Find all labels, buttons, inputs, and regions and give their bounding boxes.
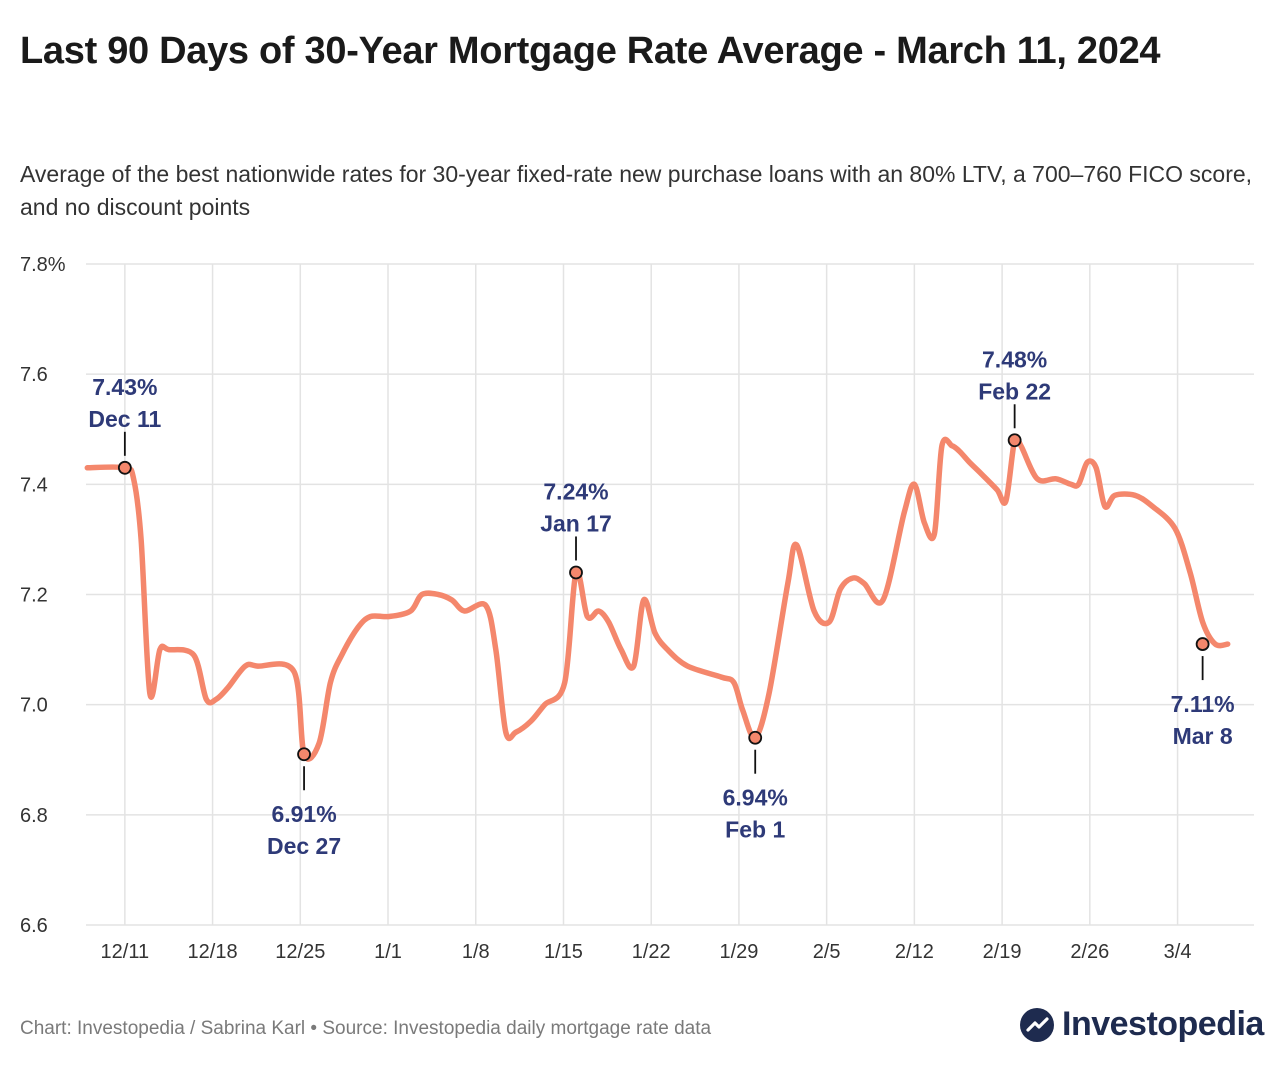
y-axis-tick-labels: 6.6 6.8 7.0 7.2 7.4 7.6 7.8% (20, 254, 66, 937)
x-tick-label: 1/29 (719, 941, 758, 963)
investopedia-logo-text: Investopedia (1062, 1005, 1264, 1043)
annotation-date-label: Feb 1 (725, 817, 785, 843)
y-gridlines (86, 263, 1254, 926)
x-tick-label: 12/18 (188, 941, 238, 963)
annotation-value-label: 7.24% (543, 478, 608, 504)
annotation-date-label: Jan 17 (540, 510, 612, 536)
x-tick-label: 2/19 (983, 941, 1022, 963)
y-tick-label: 6.6 (20, 915, 48, 937)
investopedia-logo: Investopedia (1020, 1005, 1264, 1044)
y-tick-label: 7.8% (20, 254, 66, 276)
x-tick-label: 2/12 (895, 941, 934, 963)
series-line (84, 433, 1231, 762)
annotation-marker (1195, 637, 1210, 651)
source-credit: Chart: Investopedia / Sabrina Karl • Sou… (20, 1018, 712, 1039)
annotation-marker (569, 565, 583, 580)
x-tick-label: 2/5 (813, 941, 841, 963)
y-tick-label: 6.8 (20, 805, 48, 827)
investopedia-logo-icon (1020, 1007, 1054, 1042)
y-tick-label: 7.0 (20, 695, 48, 717)
annotation-marker (117, 460, 132, 475)
x-tick-label: 1/22 (632, 941, 671, 963)
annotation-value-label: 7.43% (92, 374, 157, 400)
annotations-layer: 7.43% Dec 11 6.91% Dec 27 7.24% Jan 17 6.94% Fe… (88, 346, 1234, 859)
y-tick-label: 7.4 (20, 474, 48, 496)
x-tick-label: 2/26 (1070, 941, 1109, 963)
annotation-date-label: Feb 22 (978, 378, 1051, 404)
annotation-value-label: 7.48% (982, 346, 1047, 372)
annotation-date-label: Dec 27 (267, 833, 341, 859)
x-tick-label: 12/25 (275, 941, 325, 963)
annotation-marker (297, 747, 311, 762)
annotation-marker (748, 730, 763, 745)
y-tick-label: 7.2 (20, 585, 48, 607)
x-tick-label: 1/15 (544, 941, 583, 963)
x-tick-label: 1/8 (462, 941, 490, 963)
x-tick-label: 3/4 (1164, 941, 1192, 963)
annotation-date-label: Mar 8 (1173, 723, 1233, 749)
series-layer (84, 433, 1231, 762)
annotation-value-label: 7.11% (1171, 691, 1235, 717)
chart-subtitle: Average of the best nationwide rates for… (20, 161, 1253, 220)
annotation-date-label: Dec 11 (88, 406, 161, 432)
annotation-value-label: 6.94% (723, 785, 788, 811)
x-tick-label: 1/1 (374, 941, 402, 963)
x-tick-label: 12/11 (101, 941, 150, 963)
y-tick-label: 7.6 (20, 364, 48, 386)
annotation-marker (1007, 433, 1022, 448)
annotation-value-label: 6.91% (271, 801, 336, 827)
x-axis-tick-labels: 12/11 12/18 12/25 1/1 1/8 1/15 1/22 1/29 2/5 2/12… (101, 941, 1192, 963)
chart-title: Last 90 Days of 30-Year Mortgage Rate Av… (20, 30, 1161, 72)
